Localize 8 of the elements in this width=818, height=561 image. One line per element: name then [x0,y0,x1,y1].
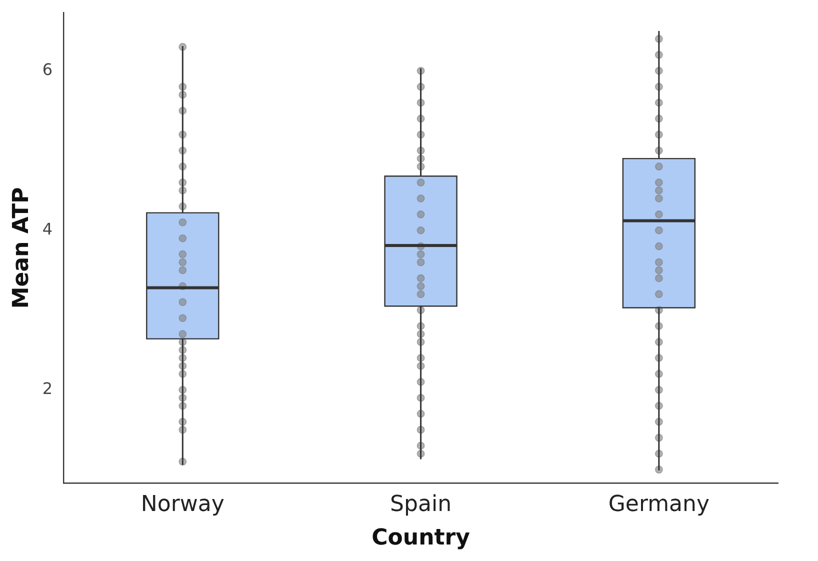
x-axis-title: Country [372,526,470,551]
x-tick-label: Norway [140,492,224,518]
y-tick-label: 6 [42,60,53,79]
x-tick-label: Germany [608,492,710,518]
y-tick-label: 2 [42,379,53,398]
y-tick-label: 4 [42,220,53,239]
x-tick-label: Spain [390,492,452,518]
y-axis-title: Mean ATP [8,187,34,309]
